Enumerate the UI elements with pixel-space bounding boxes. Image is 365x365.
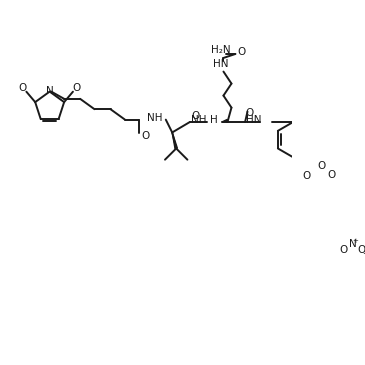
Text: O: O bbox=[245, 108, 253, 118]
Text: O: O bbox=[327, 170, 336, 180]
Text: O: O bbox=[317, 161, 325, 171]
Polygon shape bbox=[172, 132, 177, 149]
Text: H₂N: H₂N bbox=[211, 45, 231, 55]
Text: O: O bbox=[73, 84, 81, 93]
Text: O: O bbox=[357, 245, 365, 255]
Text: N: N bbox=[46, 86, 54, 96]
Text: −: − bbox=[362, 249, 365, 258]
Text: +: + bbox=[353, 238, 358, 245]
Text: O: O bbox=[237, 47, 245, 57]
Text: O: O bbox=[303, 172, 311, 181]
Text: O: O bbox=[191, 111, 200, 122]
Text: H: H bbox=[210, 115, 218, 124]
Text: N: N bbox=[349, 239, 356, 249]
Text: NH: NH bbox=[147, 113, 162, 123]
Polygon shape bbox=[222, 119, 228, 122]
Text: HN: HN bbox=[212, 58, 228, 69]
Text: O: O bbox=[18, 84, 27, 93]
Text: HN: HN bbox=[246, 115, 262, 126]
Text: O: O bbox=[339, 245, 348, 255]
Text: NH: NH bbox=[191, 115, 206, 124]
Text: O: O bbox=[142, 131, 150, 141]
